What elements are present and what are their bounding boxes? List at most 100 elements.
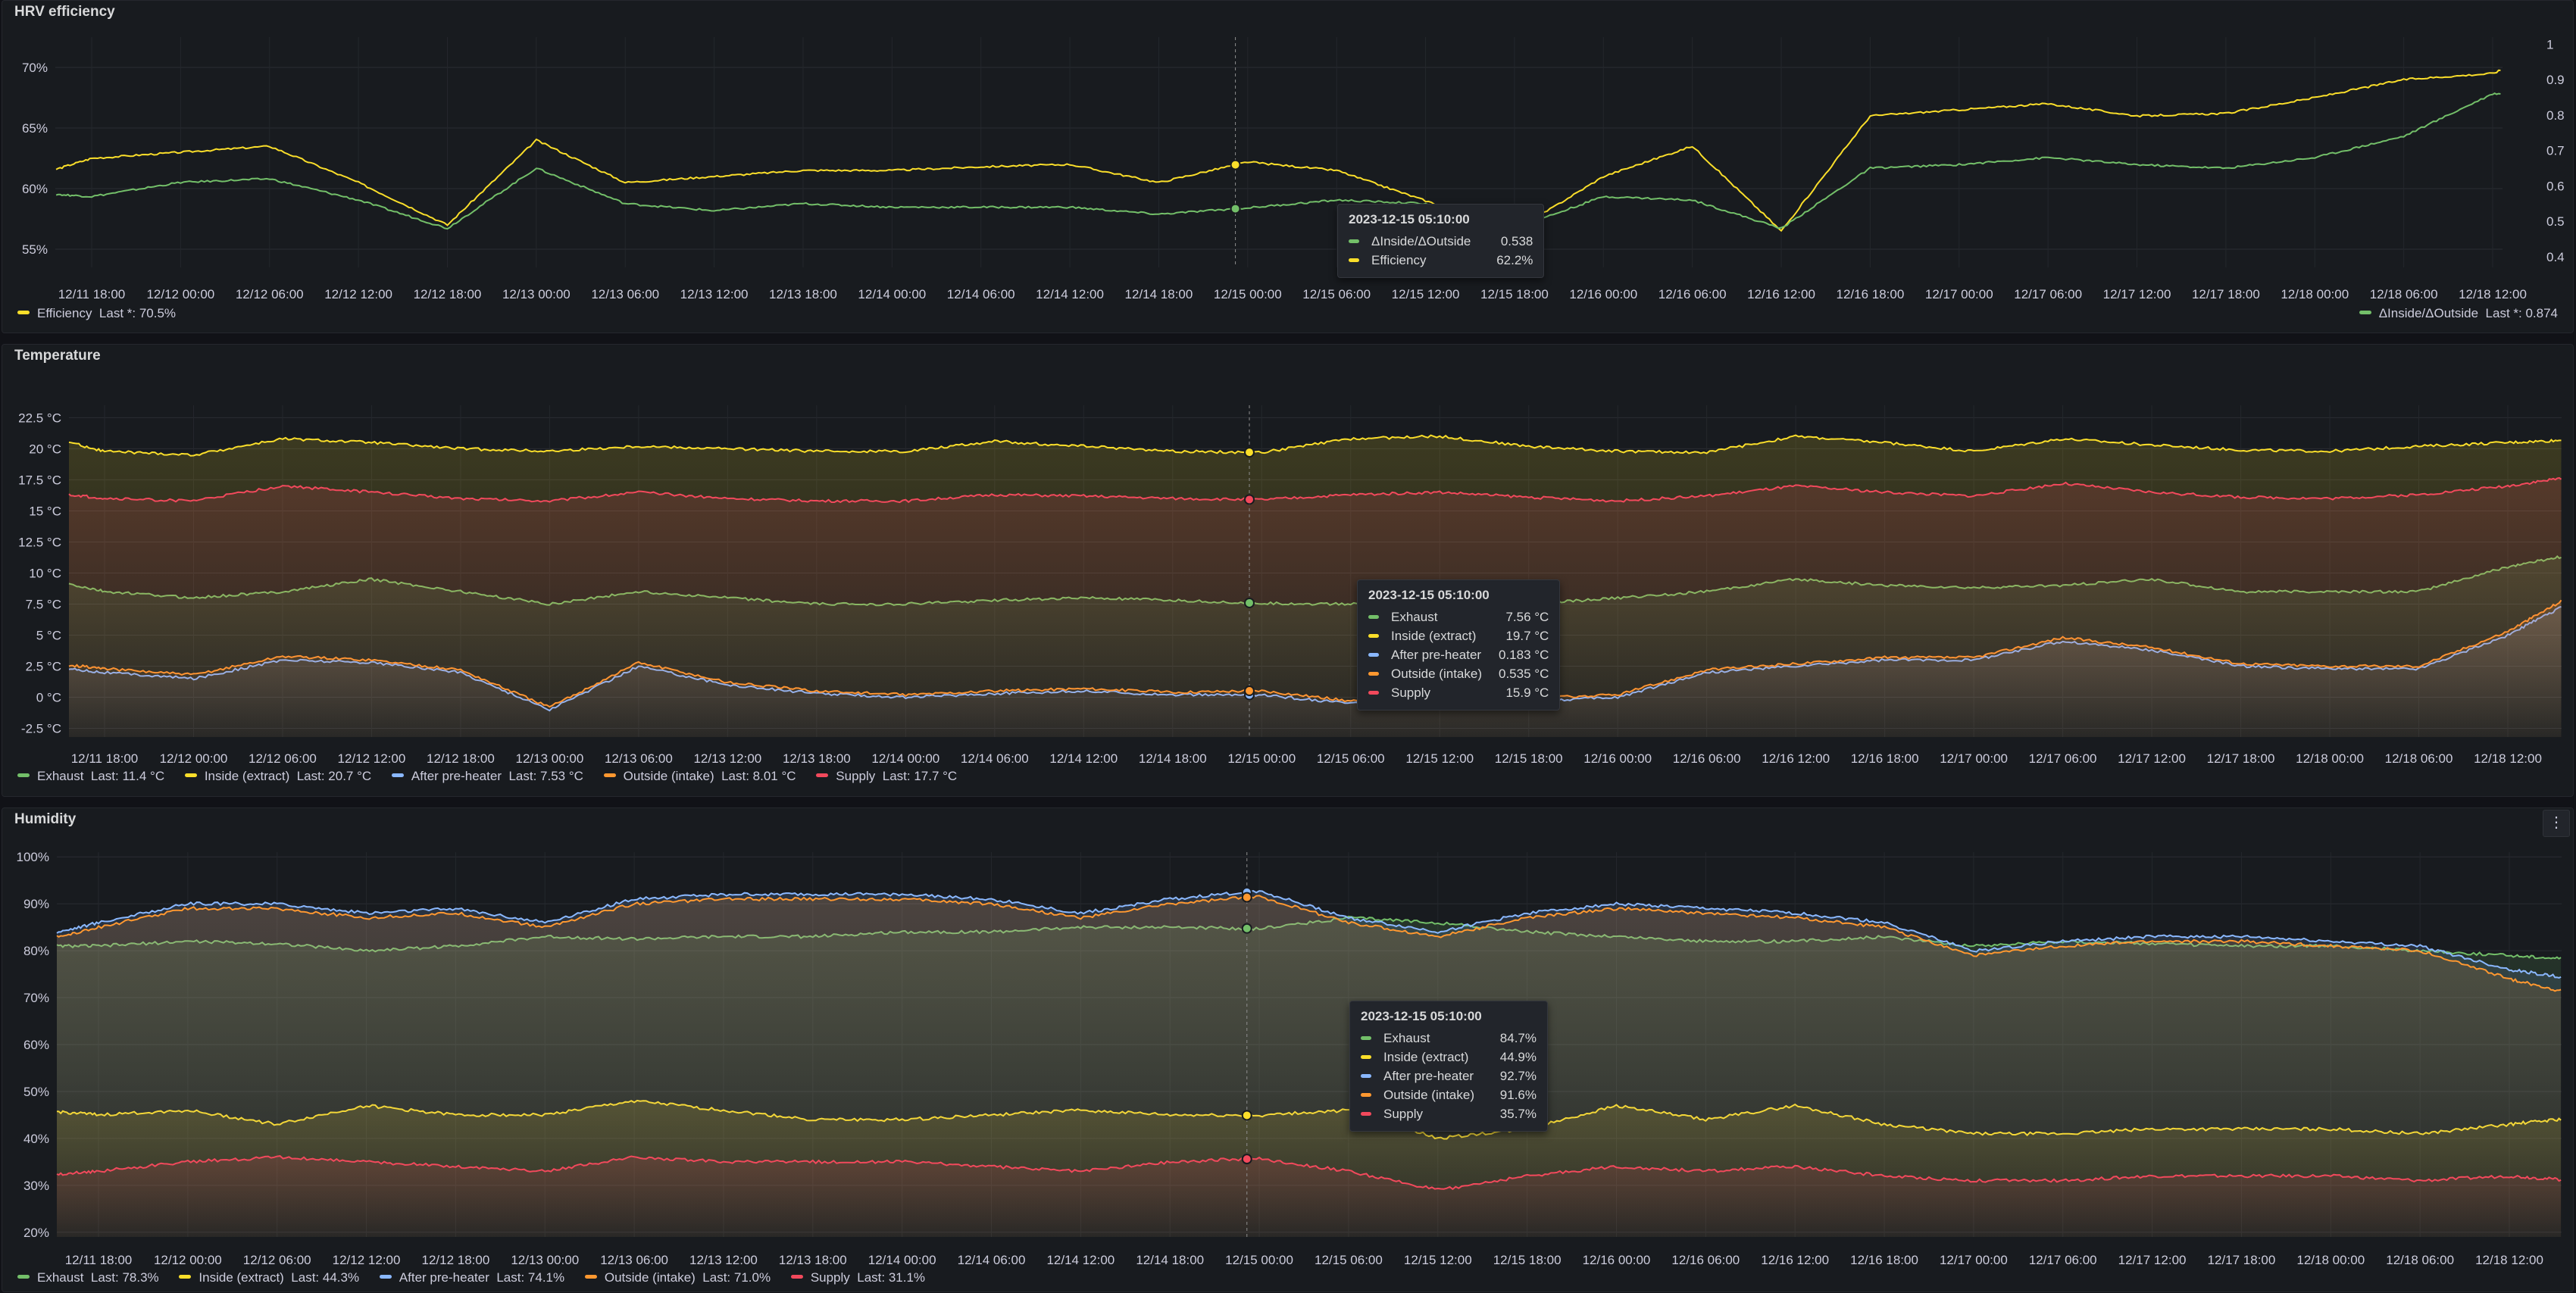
legend-last-value: Last: 17.7 °C [882, 769, 958, 783]
x-tick-label: 12/15 12:00 [1392, 287, 1460, 301]
legend-last-value: Last: 71.0% [702, 1270, 771, 1285]
x-tick-label: 12/16 12:00 [1747, 287, 1815, 301]
legend-label: Inside (extract) [204, 769, 290, 783]
x-tick-label: 12/14 18:00 [1125, 287, 1193, 301]
series-area [57, 1156, 2562, 1237]
humidity-chart[interactable]: 20% 30% 40% 50% 60% 70% 80% 90% 100% 12/11 18:00 1… [2, 808, 2574, 1293]
legend-item-supply[interactable]: Supply Last: 17.7 °C [816, 769, 957, 784]
y-tick-label: 15 °C [29, 504, 61, 518]
tooltip-series-value: 35.7% [1499, 1106, 1537, 1121]
x-tick-label: 12/14 06:00 [961, 751, 1029, 766]
x-tick-label: 12/18 12:00 [2475, 1253, 2543, 1267]
x-tick-label: 12/17 18:00 [2192, 287, 2260, 301]
y-tick-label: -2.5 °C [21, 722, 61, 736]
panel-title[interactable]: Humidity [14, 811, 77, 827]
series-line[interactable] [55, 69, 2501, 233]
hover-point [1244, 494, 1255, 505]
y-right-tick-label: 0.4 [2546, 250, 2565, 264]
panel-menu-icon[interactable]: ⋮ [2543, 810, 2570, 837]
y-right-tick-label: 0.6 [2546, 179, 2565, 193]
x-tick-label: 12/15 18:00 [1493, 1253, 1562, 1267]
series-line[interactable] [68, 434, 2562, 457]
y-tick-label: 20 °C [29, 442, 61, 456]
series-line[interactable] [68, 476, 2562, 504]
legend-label: Efficiency [37, 306, 92, 320]
x-tick-label: 12/18 12:00 [2459, 287, 2527, 301]
y-tick-label: 30% [23, 1179, 49, 1193]
legend-item-after-preheater[interactable]: After pre-heater Last: 74.1% [379, 1270, 564, 1285]
legend-item-efficiency[interactable]: Efficiency Last *: 70.5% [17, 306, 176, 321]
tooltip-series-value: 92.7% [1499, 1068, 1537, 1083]
x-tick-label: 12/15 06:00 [1302, 287, 1371, 301]
hrv-efficiency-chart[interactable]: 55% 60% 65% 70% 0.4 0.5 0.6 0.7 0.8 0.9 1 12/11 18:… [2, 1, 2574, 334]
legend-swatch [2359, 311, 2371, 315]
x-tick-label: 12/16 00:00 [1569, 287, 1637, 301]
x-tick-label: 12/16 18:00 [1851, 751, 1919, 766]
x-tick-label: 12/15 12:00 [1404, 1253, 1472, 1267]
y-tick-label: 60% [22, 182, 48, 196]
legend-item-exhaust[interactable]: Exhaust Last: 11.4 °C [17, 769, 164, 784]
x-tick-label: 12/17 12:00 [2118, 1253, 2187, 1267]
x-tick-label: 12/16 06:00 [1658, 287, 1727, 301]
x-tick-label: 12/16 00:00 [1583, 751, 1652, 766]
y-tick-label: 50% [23, 1085, 49, 1099]
tooltip-series-value: 7.56 °C [1505, 609, 1549, 624]
y-tick-label: 55% [22, 242, 48, 257]
x-tick-label: 12/11 18:00 [65, 1253, 133, 1267]
legend-label: After pre-heater [399, 1270, 489, 1285]
legend-label: Supply [836, 769, 876, 783]
legend-item-inside[interactable]: Inside (extract) Last: 20.7 °C [184, 769, 372, 784]
series-line[interactable] [56, 1155, 2562, 1191]
legend-label: Inside (extract) [199, 1270, 284, 1285]
x-tick-label: 12/14 00:00 [871, 751, 939, 766]
x-tick-label: 12/12 12:00 [338, 751, 406, 766]
x-tick-label: 12/17 00:00 [1940, 751, 2008, 766]
x-tick-label: 12/14 18:00 [1139, 751, 1207, 766]
humidity-panel: Humidity ⋮ 20% 30% 40% 50% 60% 70% 80% 90% 100% 1… [2, 807, 2574, 1292]
series-line[interactable] [56, 895, 2562, 992]
legend-item-exhaust[interactable]: Exhaust Last: 78.3% [17, 1270, 159, 1285]
y-tick-label: 22.5 °C [18, 411, 61, 425]
panel-title[interactable]: Temperature [14, 348, 101, 364]
x-tick-label: 12/13 00:00 [502, 287, 571, 301]
legend-last-value: Last: 31.1% [857, 1270, 926, 1285]
legend-last-value: Last: 11.4 °C [90, 769, 165, 783]
x-tick-label: 12/16 06:00 [1671, 1253, 1740, 1267]
temperature-chart[interactable]: -2.5 °C 0 °C 2.5 °C 5 °C 7.5 °C 10 °C 12.5 °C 1… [2, 345, 2574, 798]
legend-label: Outside (intake) [623, 769, 714, 783]
x-tick-label: 12/16 18:00 [1837, 287, 1905, 301]
y-tick-label: 65% [22, 121, 48, 136]
legend-item-after-preheater[interactable]: After pre-heater Last: 7.53 °C [391, 769, 583, 784]
legend-item-outside[interactable]: Outside (intake) Last: 8.01 °C [603, 769, 796, 784]
hrv-efficiency-panel: HRV efficiency 55% 60% 65% 70% 0.4 0.5 0.6 0.7 0… [2, 0, 2574, 333]
y-right-tick-label: 0.9 [2546, 73, 2565, 87]
legend-item-ratio[interactable]: ΔInside/ΔOutside Last *: 0.874 [2359, 306, 2558, 321]
x-tick-label: 12/13 00:00 [511, 1253, 579, 1267]
hover-point [1244, 686, 1255, 697]
legend-item-outside[interactable]: Outside (intake) Last: 71.0% [584, 1270, 771, 1285]
x-tick-label: 12/11 18:00 [58, 287, 126, 301]
legend-item-supply[interactable]: Supply Last: 31.1% [790, 1270, 926, 1285]
x-tick-label: 12/14 06:00 [958, 1253, 1026, 1267]
x-tick-label: 12/15 18:00 [1495, 751, 1563, 766]
tooltip-series-name: Inside (extract) [1391, 628, 1477, 643]
legend-last-value: Last: 44.3% [291, 1270, 360, 1285]
hover-point [1241, 1154, 1252, 1165]
x-tick-label: 12/14 12:00 [1046, 1253, 1114, 1267]
panel-title[interactable]: HRV efficiency [14, 4, 115, 20]
tooltip-time: 2023-12-15 05:10:00 [1349, 212, 1470, 226]
series-line[interactable] [55, 92, 2501, 230]
tooltip-series-value: 15.9 °C [1505, 685, 1549, 700]
tooltip-series-value: 44.9% [1499, 1049, 1537, 1064]
x-tick-label: 12/17 18:00 [2208, 1253, 2276, 1267]
x-tick-label: 12/17 12:00 [2118, 751, 2186, 766]
legend-item-inside[interactable]: Inside (extract) Last: 44.3% [179, 1270, 359, 1285]
tooltip-series-name: Efficiency [1371, 252, 1427, 267]
legend-last-value: Last: 20.7 °C [296, 769, 372, 783]
x-tick-label: 12/15 00:00 [1214, 287, 1282, 301]
x-tick-label: 12/17 00:00 [1925, 287, 1993, 301]
tooltip-time: 2023-12-15 05:10:00 [1368, 588, 1490, 602]
series-line[interactable] [56, 890, 2562, 979]
series-area [57, 895, 2562, 1237]
tooltip-series-value: 0.538 [1500, 233, 1533, 248]
